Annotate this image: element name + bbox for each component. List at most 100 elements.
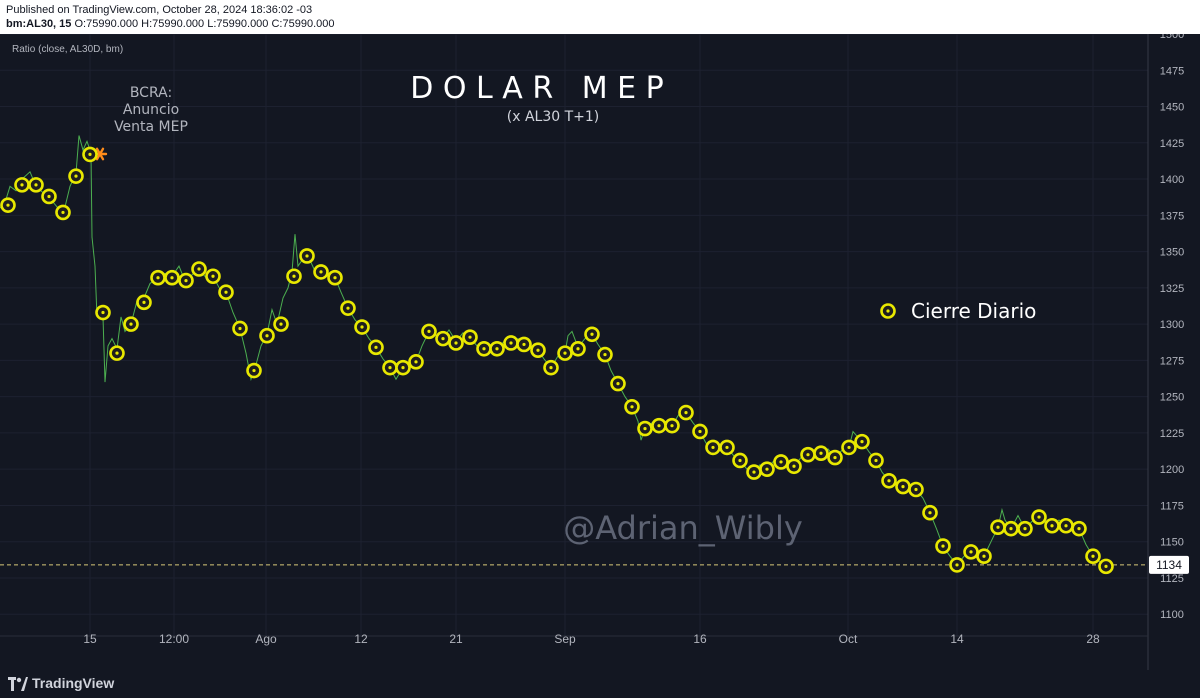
x-tick-label: 16 <box>693 632 707 646</box>
daily-close-marker <box>14 177 30 193</box>
daily-close-marker <box>178 272 194 289</box>
daily-close-marker <box>313 264 329 280</box>
daily-close-marker <box>800 446 816 463</box>
chart-subtitle: (x AL30 T+1) <box>507 109 600 125</box>
intraday-line <box>0 135 1107 567</box>
high-label: H: <box>141 18 153 30</box>
high-value: 75990.000 <box>152 18 205 30</box>
daily-close-marker <box>922 504 938 521</box>
daily-close-marker <box>651 417 667 434</box>
daily-close-marker <box>1085 548 1101 565</box>
daily-close-marker <box>664 417 680 434</box>
daily-close-marker <box>218 284 234 301</box>
daily-close-marker <box>286 268 302 285</box>
last-price: 1134 <box>0 555 1189 574</box>
daily-close-marker <box>476 340 492 357</box>
y-tick-label: 1275 <box>1160 355 1184 367</box>
daily-close-marker <box>421 323 437 340</box>
daily-close-marker <box>246 362 262 379</box>
publish-header: Published on TradingView.com, October 28… <box>0 0 1200 34</box>
y-tick-label: 1300 <box>1160 319 1184 331</box>
daily-close-marker <box>637 420 653 437</box>
low-label: L: <box>207 18 217 30</box>
daily-close-marker <box>368 339 384 356</box>
y-tick-label: 1250 <box>1160 392 1184 404</box>
y-tick-label: 1325 <box>1160 283 1184 295</box>
open-value: 75990.000 <box>86 18 139 30</box>
legend-label: Cierre Diario <box>911 299 1036 323</box>
x-tick-label: 28 <box>1086 632 1100 646</box>
daily-close-marker <box>164 269 180 286</box>
y-axis[interactable]: 1100 1125 1150 1175 1200 1225 1250 1275 1300 1325… <box>1160 34 1184 621</box>
grid <box>0 34 1148 636</box>
annotation-line: Venta MEP <box>114 119 188 135</box>
daily-close-marker <box>895 478 911 495</box>
daily-close-marker <box>462 329 478 345</box>
y-tick-label: 1125 <box>1160 573 1184 585</box>
tradingview-logo-icon <box>8 677 28 691</box>
daily-close-marker <box>963 544 979 560</box>
x-tick-label: Ago <box>255 632 277 646</box>
close-value: 75990.000 <box>282 18 335 30</box>
y-tick-label: 1225 <box>1160 428 1184 440</box>
daily-close-marker <box>354 319 370 335</box>
ohlc-line: bm:AL30, 15 O:75990.000 H:75990.000 L:75… <box>6 18 334 30</box>
daily-close-marker <box>340 300 356 316</box>
published-info: Published on TradingView.com, October 28… <box>6 4 313 16</box>
daily-close-marker <box>259 327 275 344</box>
y-tick-label: 1475 <box>1160 65 1184 77</box>
daily-close-marker <box>949 557 965 573</box>
last-price-badge <box>1149 555 1189 574</box>
daily-close-marker <box>841 439 857 456</box>
daily-close-marker <box>1003 520 1019 537</box>
daily-close-marker <box>692 423 708 440</box>
daily-close-marker <box>503 335 519 351</box>
daily-close-marker <box>123 316 139 332</box>
price-chart[interactable]: 1100 1125 1150 1175 1200 1225 1250 1275 1300 1325… <box>0 34 1200 670</box>
daily-close-marker <box>990 519 1006 536</box>
daily-close-marker <box>530 342 546 359</box>
daily-close-marker <box>327 269 343 286</box>
daily-close-marker <box>395 359 411 376</box>
daily-close-marker <box>448 335 464 351</box>
y-tick-label: 1400 <box>1160 174 1184 186</box>
x-axis[interactable]: 15 12:00 Ago 12 21 Sep 16 Oct 14 28 <box>83 632 1100 646</box>
daily-close-marker <box>489 340 505 357</box>
daily-close-marker <box>557 345 573 361</box>
daily-close-marker <box>610 375 626 392</box>
daily-close-marker <box>881 472 897 489</box>
daily-close-marker <box>1098 558 1114 575</box>
daily-close-marker <box>624 399 640 415</box>
daily-close-marker <box>382 359 398 376</box>
daily-close-marker <box>759 461 775 477</box>
tradingview-brand: TradingView <box>32 675 115 691</box>
daily-close-marker <box>82 146 98 163</box>
daily-close-marker <box>1031 509 1047 525</box>
legend-marker-center <box>886 309 890 313</box>
daily-close-marker <box>55 204 71 221</box>
y-tick-label: 1450 <box>1160 102 1184 114</box>
daily-close-marker <box>68 168 84 184</box>
daily-close-marker <box>191 261 207 277</box>
daily-close-marker <box>584 326 600 343</box>
daily-close-marker <box>854 433 870 450</box>
daily-close-marker <box>205 268 221 285</box>
y-tick-label: 1425 <box>1160 138 1184 150</box>
legend: Cierre Diario <box>880 299 1036 323</box>
daily-close-marker <box>908 481 924 498</box>
y-tick-label: 1350 <box>1160 247 1184 259</box>
daily-close-marker <box>976 548 992 565</box>
y-tick-label: 1375 <box>1160 210 1184 222</box>
daily-close-marker <box>746 464 762 480</box>
x-tick-label: 12 <box>354 632 368 646</box>
x-tick-label: Oct <box>839 632 858 646</box>
daily-close-marker <box>273 316 289 332</box>
daily-close-marker <box>868 452 884 469</box>
daily-close-marker <box>719 439 735 456</box>
y-tick-label: 1150 <box>1160 537 1184 549</box>
daily-close-marker <box>0 197 16 213</box>
daily-close-marker <box>543 359 559 376</box>
y-tick-label: 1175 <box>1160 500 1184 512</box>
daily-close-marker <box>732 452 748 469</box>
